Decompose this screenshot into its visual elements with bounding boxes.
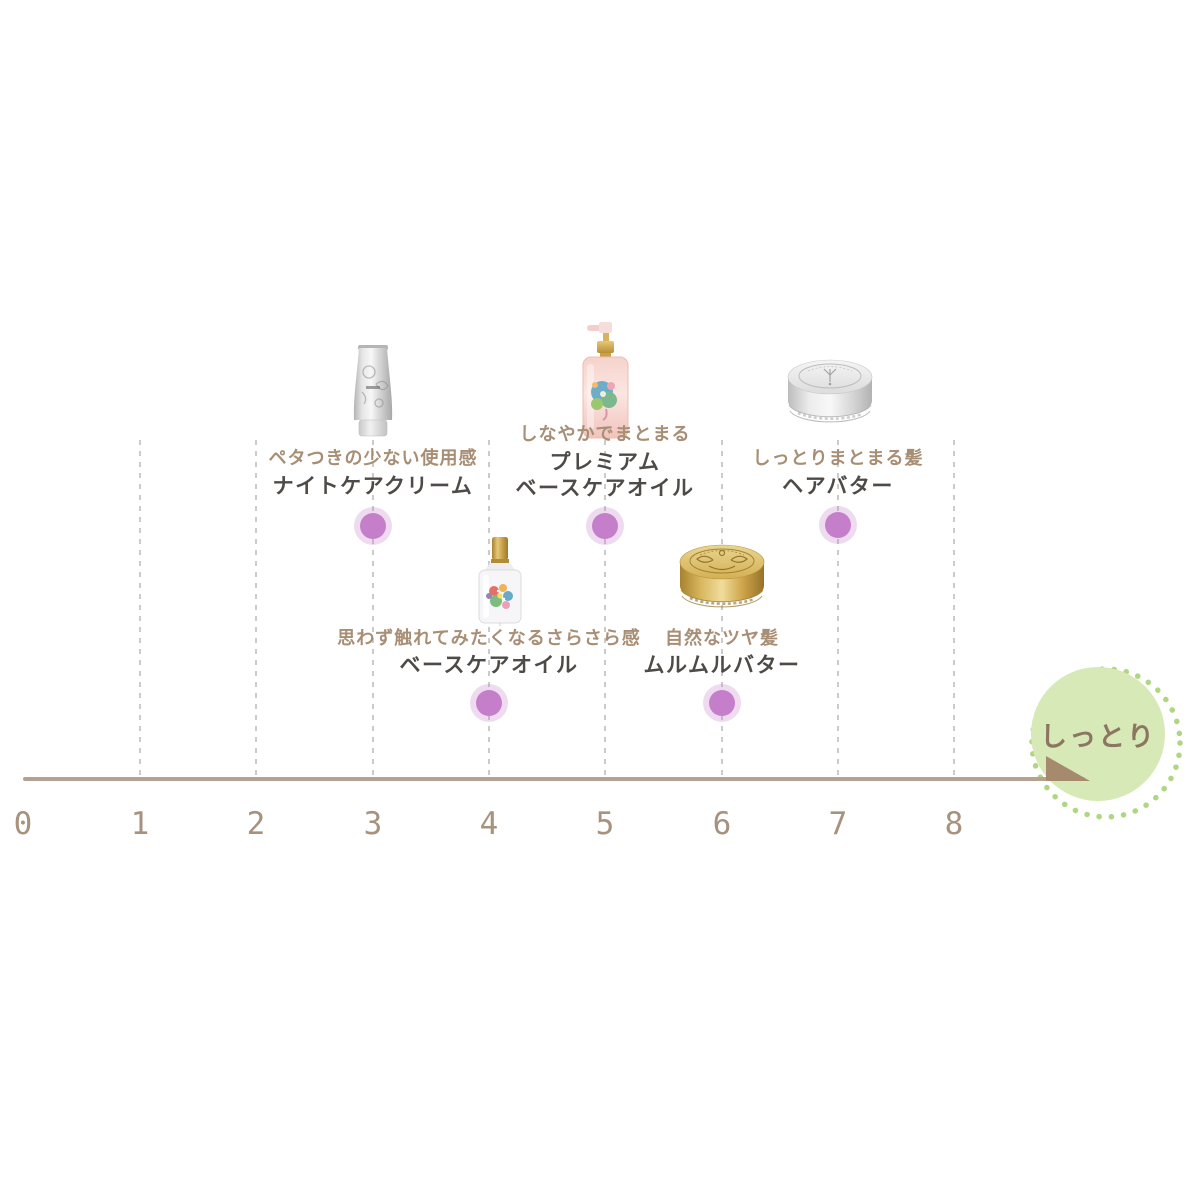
gridline-8	[953, 440, 955, 778]
axis-tick-label: 6	[712, 806, 732, 842]
moist-label: しっとり	[1040, 721, 1156, 752]
product-feature: 思わず触れてみたくなるさらさら感	[337, 628, 641, 648]
axis-tick-label: 0	[13, 806, 33, 842]
product-name: ヘアバター	[782, 475, 894, 498]
night-care-cream-tube-icon	[353, 345, 393, 437]
plot-dot-hair-butter	[819, 506, 857, 544]
product-name: プレミアム ベースケアオイル	[515, 451, 695, 500]
axis-tick-label: 4	[479, 806, 499, 842]
gridline-5	[604, 440, 606, 778]
product-feature: しっとりまとまる髪	[752, 448, 924, 468]
plot-dot-premium-base-care-oil	[586, 507, 624, 545]
axis-line	[23, 777, 1085, 781]
base-care-oil-bottle-icon	[478, 537, 522, 626]
product-name: ムルムルバター	[643, 654, 801, 677]
axis-tick-label: 5	[595, 806, 615, 842]
plot-dot-murumuru-butter	[703, 684, 741, 722]
plot-dot-night-care-cream	[354, 507, 392, 545]
axis-tick-label: 7	[828, 806, 848, 842]
gridline-7	[837, 440, 839, 778]
murumuru-butter-jar-icon	[679, 544, 765, 608]
gridline-6	[721, 440, 723, 778]
gridline-1	[139, 440, 141, 778]
axis-tick-label: 2	[246, 806, 266, 842]
axis-tick-label: 8	[944, 806, 964, 842]
product-feature: 自然なツヤ髪	[665, 628, 779, 648]
gridline-3	[372, 440, 374, 778]
premium-base-care-oil-bottle-icon	[582, 322, 629, 439]
axis-tick-label: 3	[363, 806, 383, 842]
gridline-2	[255, 440, 257, 778]
product-name: ナイトケアクリーム	[272, 475, 474, 498]
product-name: ベースケアオイル	[399, 654, 579, 677]
plot-dot-base-care-oil	[470, 684, 508, 722]
axis-tick-label: 1	[130, 806, 150, 842]
hair-butter-jar-icon	[787, 359, 873, 423]
product-feature: ペタつきの少ない使用感	[268, 448, 478, 468]
product-feature: しなやかでまとまる	[519, 424, 691, 444]
axis-arrowhead-icon	[1046, 756, 1090, 781]
